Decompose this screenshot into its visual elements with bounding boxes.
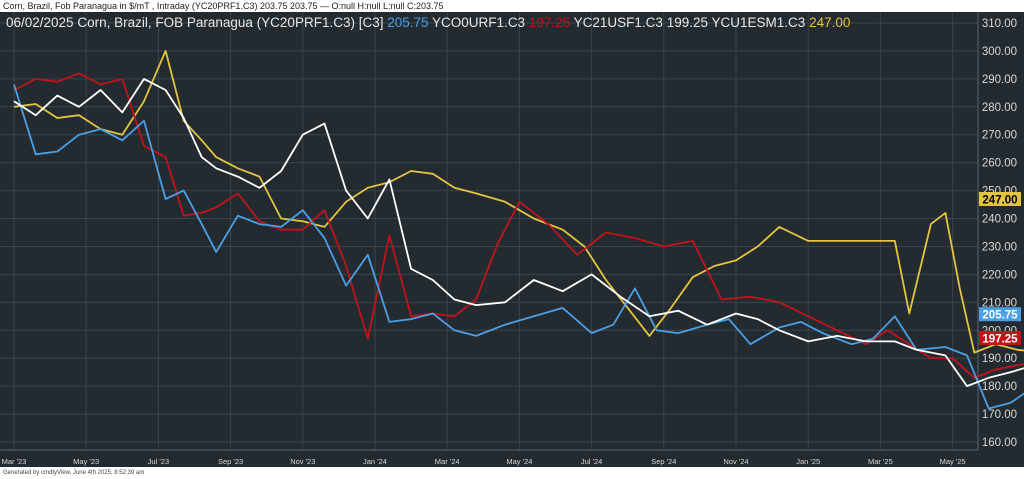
x-tick-label: May '23	[73, 457, 99, 466]
y-tick-label: 310.00	[982, 18, 1017, 30]
y-tick-label: 290.00	[982, 74, 1017, 86]
last-value-tag-text: 197.25	[982, 333, 1018, 345]
y-tick-label: 280.00	[982, 102, 1017, 114]
legend-value-blue: 205.75	[387, 15, 429, 30]
last-value-tag-text: 247.00	[982, 194, 1017, 206]
x-tick-label: Nov '23	[290, 457, 315, 466]
legend-symbol-3: YC21USF1.C3	[573, 15, 663, 30]
chart-area[interactable]: 160.00170.00180.00190.00200.00210.00220.…	[0, 12, 1024, 467]
x-tick-label: May '25	[940, 457, 966, 466]
x-tick-label: Mar '23	[2, 457, 27, 466]
y-tick-label: 300.00	[982, 46, 1017, 58]
x-tick-label: Nov '24	[723, 457, 748, 466]
x-tick-label: Sep '23	[218, 457, 243, 466]
x-tick-label: Jul '24	[581, 457, 602, 466]
series-line-YC21USF1.C3	[13, 78, 1024, 387]
y-tick-label: 270.00	[982, 130, 1017, 142]
x-tick-label: Sep '24	[651, 457, 676, 466]
x-tick-label: Jan '25	[796, 457, 820, 466]
x-tick-label: Mar '24	[435, 457, 460, 466]
series-line-YCU1ESM1.C3	[13, 50, 1024, 354]
legend-symbol-4: YCU1ESM1.C3	[711, 15, 806, 30]
legend-title: Corn, Brazil, FOB Paranagua (YC20PRF1.C3…	[77, 15, 384, 30]
y-tick-label: 180.00	[982, 381, 1017, 393]
series-line-YC20PRF1.C3	[13, 84, 1024, 410]
legend-value-yellow: 247.00	[809, 15, 851, 30]
x-tick-label: Mar '25	[868, 457, 893, 466]
legend-value-red: 197.25	[528, 15, 571, 30]
x-tick-label: May '24	[506, 457, 532, 466]
chart-info-bar: Corn, Brazil, Fob Paranagua in $/mT , In…	[0, 0, 1024, 12]
generated-text: Generated by cmdtyView, June 4th 2025, 8…	[3, 470, 145, 476]
y-tick-label: 220.00	[982, 269, 1017, 281]
last-value-tag-bg	[979, 330, 1021, 345]
legend-value-white: 199.25	[666, 15, 709, 30]
x-tick-label: Jan '24	[363, 457, 387, 466]
last-value-tag: 247.00	[979, 191, 1021, 206]
price-chart[interactable]: 160.00170.00180.00190.00200.00210.00220.…	[0, 12, 1024, 467]
last-value-tag: 205.75	[979, 307, 1021, 322]
x-tick-label: Jul '23	[148, 457, 169, 466]
last-value-tag: 197.25	[979, 330, 1021, 345]
chart-legend: 06/02/2025 Corn, Brazil, FOB Paranagua (…	[6, 15, 850, 31]
y-tick-label: 210.00	[982, 297, 1017, 309]
y-tick-label: 260.00	[982, 158, 1017, 170]
last-value-tag-bg	[979, 191, 1021, 206]
y-tick-label: 190.00	[982, 353, 1017, 365]
legend-symbol-2: YCO0URF1.C3	[432, 15, 526, 30]
y-tick-label: 230.00	[982, 241, 1017, 253]
chart-info-text: Corn, Brazil, Fob Paranagua in $/mT , In…	[3, 1, 444, 11]
y-tick-label: 160.00	[982, 437, 1017, 449]
y-tick-label: 240.00	[982, 214, 1017, 226]
last-value-tag-bg	[979, 307, 1021, 322]
last-value-tag-text: 205.75	[982, 310, 1018, 322]
y-tick-label: 170.00	[982, 409, 1017, 421]
plot-background	[0, 12, 1024, 467]
series-line-YCO0URF1.C3	[13, 72, 1024, 379]
footer-bar: Generated by cmdtyView, June 4th 2025, 8…	[0, 467, 1024, 479]
legend-date: 06/02/2025	[6, 15, 74, 30]
